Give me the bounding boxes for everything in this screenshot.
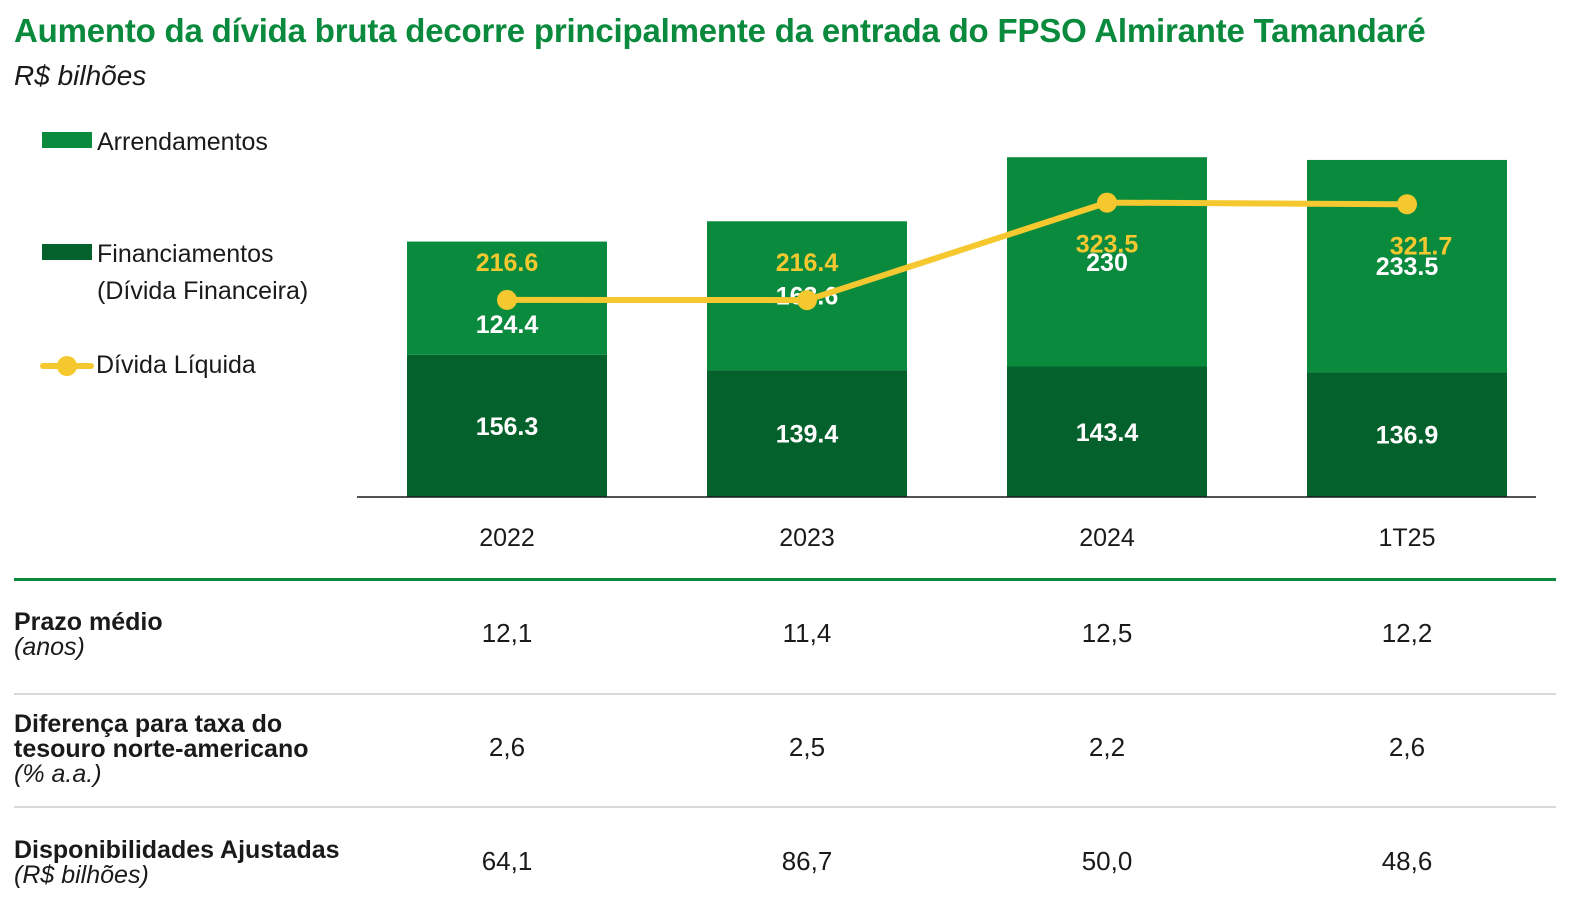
bar-financiamentos-1t25 [1307, 372, 1507, 497]
cell-prazo-2023: 11,4 [782, 618, 832, 648]
cell-diferenca-2024: 2,2 [1088, 732, 1126, 762]
cell-diferenca-2023: 2,5 [788, 732, 826, 762]
row-label-disponibilidades: Disponibilidades Ajustadas (R$ bilhões) [14, 838, 340, 888]
cell-disponibilidades-2024: 50,0 [1081, 846, 1133, 876]
legend-label-financiamentos-line2: (Dívida Financeira) [97, 277, 309, 305]
legend-financiamentos: Financiamentos (Dívida Financeira) [42, 236, 308, 310]
data-label-financiamentos-2024: 143.4 [1076, 419, 1139, 447]
cell-diferenca-1t25: 2,6 [1388, 732, 1426, 762]
point-divida-liquida-2024 [1097, 192, 1117, 213]
legend-label-divida-liquida: Dívida Líquida [96, 351, 256, 379]
data-label-divida-liquida-2022: 216.6 [476, 249, 539, 277]
cell-disponibilidades-2022: 64,1 [481, 846, 533, 876]
legend-line-marker [40, 353, 94, 377]
cell-disponibilidades-2023: 86,7 [781, 846, 833, 876]
data-label-financiamentos-2022: 156.3 [476, 413, 539, 441]
row-title-diferenca-line1: Diferença para taxa do [14, 710, 283, 738]
row-unit-prazo-medio: (anos) [14, 633, 85, 661]
data-label-arrendamentos-1t25: 233.5 [1376, 253, 1439, 281]
legend-label-financiamentos: Financiamentos (Dívida Financeira) [97, 236, 308, 310]
legend-divida-liquida: Dívida Líquida [40, 347, 256, 384]
x-tick-label-2022: 2022 [479, 524, 535, 552]
cell-prazo-1t25: 12,2 [1381, 618, 1433, 648]
data-label-divida-liquida-2024: 323.5 [1076, 231, 1139, 259]
data-label-arrendamentos-2024: 230 [1086, 249, 1128, 277]
cell-diferenca-2022: 2,6 [488, 732, 526, 762]
legend-label-financiamentos-line1: Financiamentos [97, 240, 274, 268]
data-label-arrendamentos-2022: 124.4 [476, 311, 539, 339]
legend-swatch-arrendamentos [42, 132, 92, 148]
row-title-disponibilidades: Disponibilidades Ajustadas [14, 836, 340, 864]
row-title-diferenca-line2: tesouro norte-americano [14, 735, 309, 763]
x-tick-label-2024: 2024 [1079, 524, 1135, 552]
row-unit-diferenca: (% a.a.) [14, 760, 102, 788]
bar-financiamentos-2024 [1007, 366, 1207, 497]
table-row-divider [14, 693, 1556, 695]
chart-subtitle: R$ bilhões [14, 60, 147, 91]
x-tick-label-1t25: 1T25 [1379, 524, 1436, 552]
row-label-prazo-medio: Prazo médio (anos) [14, 610, 163, 660]
bar-financiamentos-2023 [707, 370, 907, 497]
data-label-financiamentos-2023: 139.4 [776, 421, 839, 449]
cell-prazo-2022: 12,1 [481, 618, 533, 648]
x-tick-label-2023: 2023 [779, 524, 835, 552]
row-unit-disponibilidades: (R$ bilhões) [14, 861, 149, 889]
cell-disponibilidades-1t25: 48,6 [1381, 846, 1433, 876]
row-title-prazo-medio: Prazo médio [14, 608, 163, 636]
point-divida-liquida-1t25 [1397, 194, 1417, 215]
bar-financiamentos-2022 [407, 354, 607, 497]
bar-arrendamentos-2024 [1007, 157, 1207, 367]
data-label-divida-liquida-2023: 216.4 [776, 249, 839, 277]
data-label-divida-liquida-1t25: 321.7 [1390, 232, 1453, 260]
table-top-rule [14, 578, 1556, 581]
stacked-bar-chart: 156.3124.42022139.4163.62023143.42302024… [357, 157, 1536, 552]
cell-prazo-2024: 12,5 [1081, 618, 1133, 648]
point-divida-liquida-2022 [497, 289, 517, 310]
row-label-diferenca: Diferença para taxa do tesouro norte-ame… [14, 712, 309, 787]
legend-swatch-financiamentos [42, 244, 92, 260]
chart-title: Aumento da dívida bruta decorre principa… [14, 12, 1426, 49]
table-row-divider [14, 806, 1556, 808]
point-divida-liquida-2023 [797, 290, 817, 311]
legend-arrendamentos: Arrendamentos [42, 124, 268, 161]
legend-label-arrendamentos: Arrendamentos [97, 128, 268, 156]
data-label-financiamentos-1t25: 136.9 [1376, 422, 1439, 450]
line-divida-liquida [506, 199, 1408, 304]
